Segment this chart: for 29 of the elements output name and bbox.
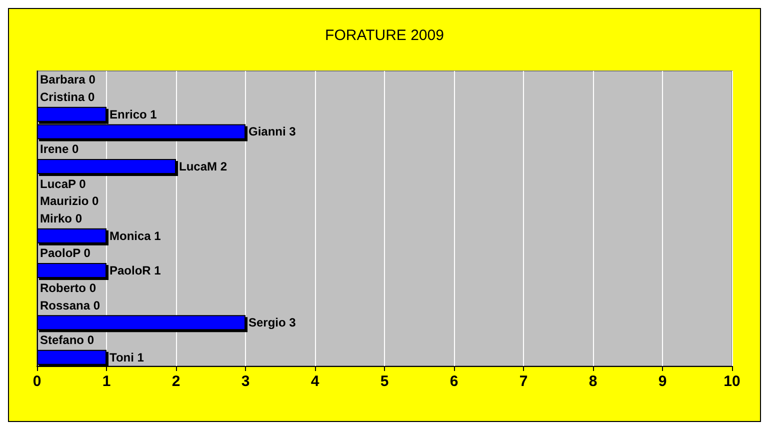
chart-title: FORATURE 2009 — [325, 27, 444, 44]
category-label: PaoloR 1 — [110, 264, 161, 278]
category-label: Stefano 0 — [40, 332, 94, 347]
x-tick-label: 2 — [172, 373, 180, 390]
category-label: Gianni 3 — [248, 124, 296, 139]
category-label: Rossana 0 — [40, 298, 100, 312]
x-tick-label: 9 — [658, 373, 667, 390]
x-tick-label: 7 — [519, 373, 528, 390]
category-label: Cristina 0 — [40, 90, 95, 104]
x-tick-label: 5 — [380, 373, 389, 390]
x-tick-label: 3 — [241, 373, 250, 390]
category-label: LucaM 2 — [179, 159, 228, 174]
x-tick-label: 8 — [588, 373, 598, 390]
category-label: LucaP 0 — [40, 176, 86, 191]
category-label: Roberto 0 — [40, 280, 96, 295]
category-label: Toni 1 — [110, 350, 144, 364]
category-label: Barbara 0 — [40, 72, 96, 87]
category-label: Maurizio 0 — [40, 194, 99, 208]
x-tick-label: 0 — [32, 373, 42, 390]
category-label: Sergio 3 — [248, 316, 296, 330]
category-label: Enrico 1 — [110, 107, 157, 122]
x-tick-label: 10 — [724, 373, 740, 390]
category-label: Irene 0 — [40, 142, 79, 156]
x-tick-label: 1 — [102, 373, 111, 390]
category-label: Mirko 0 — [40, 212, 82, 226]
x-tick-label: 4 — [310, 373, 320, 390]
category-label: Monica 1 — [110, 228, 161, 243]
x-tick-label: 6 — [450, 373, 458, 390]
category-label: PaoloP 0 — [40, 246, 90, 260]
